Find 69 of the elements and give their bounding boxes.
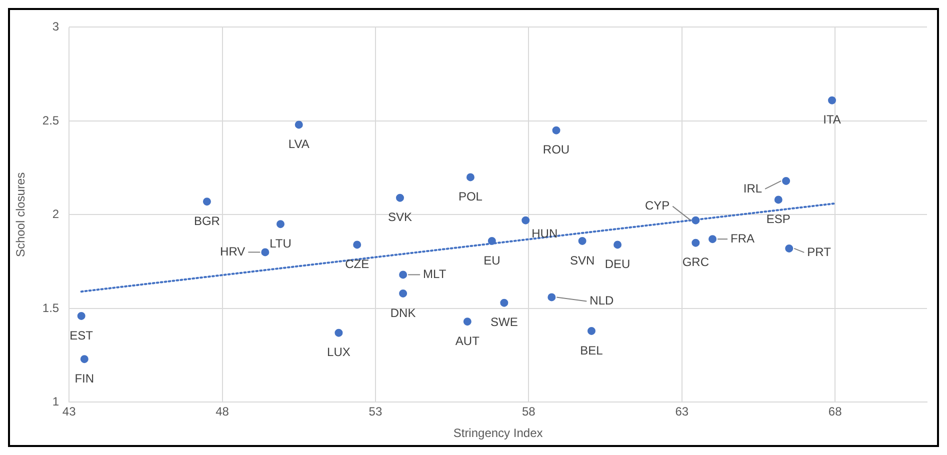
point bbox=[548, 293, 556, 302]
point bbox=[202, 198, 211, 206]
annotation: AUT bbox=[455, 334, 480, 348]
point bbox=[552, 126, 560, 134]
x-tick-label: 63 bbox=[675, 404, 689, 419]
x-tick-label: 53 bbox=[368, 404, 382, 419]
annotation: BGR bbox=[194, 214, 220, 228]
point bbox=[587, 326, 596, 335]
annotation: LVA bbox=[288, 137, 310, 152]
point bbox=[782, 176, 790, 185]
point bbox=[614, 240, 622, 249]
y-tick-label: 1.5 bbox=[42, 300, 60, 315]
point bbox=[785, 244, 794, 252]
annotation: EST bbox=[70, 328, 94, 342]
y-tick-label: 2.5 bbox=[42, 113, 60, 128]
point bbox=[334, 328, 343, 337]
x-axis-title: Stringency Index bbox=[453, 426, 543, 440]
y-axis-title: School closures bbox=[14, 172, 28, 258]
x-tick-label: 43 bbox=[62, 404, 76, 419]
point bbox=[774, 196, 782, 204]
point bbox=[488, 236, 496, 245]
y-tick-label: 2 bbox=[52, 207, 60, 222]
annotation: LTU bbox=[270, 236, 292, 250]
y-tick-label: 1 bbox=[52, 394, 60, 409]
annotation: CYP bbox=[644, 198, 670, 213]
annotation: ITA bbox=[823, 112, 841, 127]
annotation: FIN bbox=[74, 371, 94, 386]
annotation: FRA bbox=[730, 231, 755, 246]
annotation: IRL bbox=[743, 181, 762, 196]
annotation: SVN bbox=[570, 253, 595, 268]
annotation: HUN bbox=[532, 226, 558, 241]
x-tick-label: 48 bbox=[216, 404, 230, 419]
annotation: DNK bbox=[390, 306, 416, 320]
annotation: SVK bbox=[388, 210, 412, 224]
x-tick-label: 68 bbox=[828, 404, 842, 419]
annotation: CZE bbox=[345, 257, 370, 272]
annotation: BEL bbox=[580, 343, 604, 358]
point bbox=[708, 235, 717, 244]
annotation: LUX bbox=[327, 345, 350, 360]
annotation: ESP bbox=[766, 212, 790, 226]
point bbox=[578, 236, 586, 245]
point bbox=[522, 216, 530, 224]
annotation: DEU bbox=[604, 257, 630, 272]
annotation: SWE bbox=[490, 315, 518, 330]
point bbox=[353, 240, 362, 249]
point bbox=[399, 270, 408, 279]
annotation: PRT bbox=[807, 244, 832, 259]
point bbox=[692, 216, 700, 224]
point bbox=[294, 120, 303, 129]
annotation: ROU bbox=[542, 142, 570, 157]
point bbox=[500, 298, 508, 307]
point bbox=[77, 312, 86, 320]
point bbox=[399, 289, 408, 298]
point bbox=[276, 220, 284, 228]
annotation: POL bbox=[458, 190, 483, 204]
x-tick-label: 58 bbox=[522, 404, 536, 419]
annotation: MLT bbox=[423, 267, 447, 282]
y-tick-label: 3 bbox=[52, 20, 60, 34]
point bbox=[466, 173, 474, 182]
annotation: GRC bbox=[682, 255, 710, 270]
point bbox=[463, 318, 472, 326]
point bbox=[828, 96, 836, 104]
annotation: NLD bbox=[590, 294, 614, 308]
point bbox=[396, 194, 404, 202]
annotation: HRV bbox=[220, 244, 246, 259]
point bbox=[261, 248, 270, 256]
point bbox=[692, 238, 700, 247]
annotation: EU bbox=[484, 253, 500, 268]
point bbox=[80, 355, 88, 364]
